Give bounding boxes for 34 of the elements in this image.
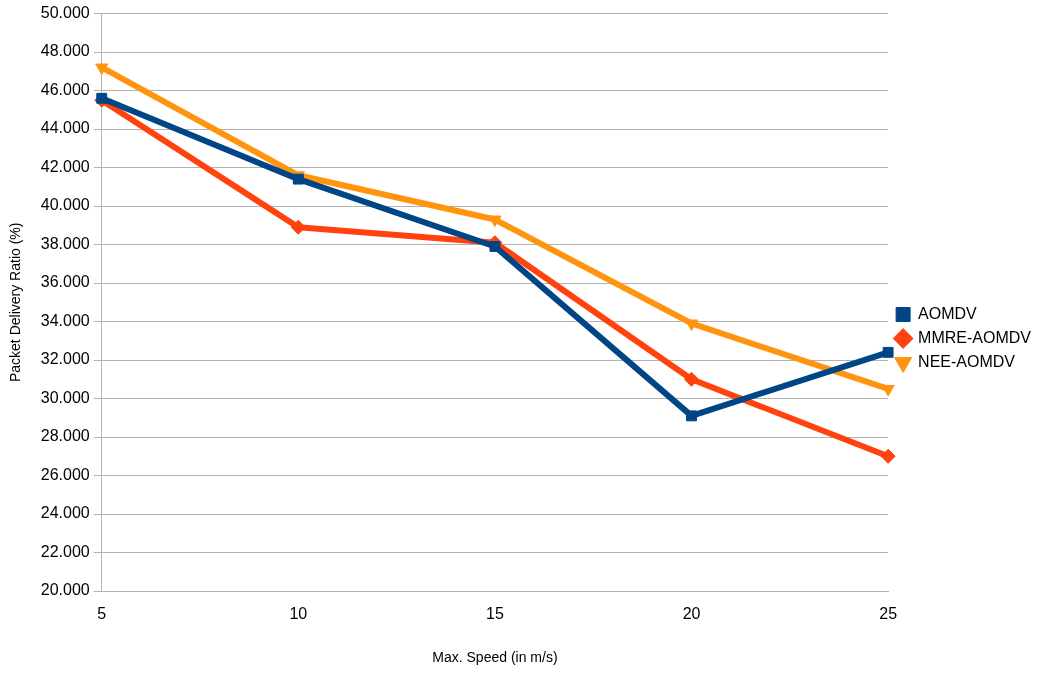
y-tick-label: 22.000 bbox=[40, 542, 90, 560]
y-tick-label: 42.000 bbox=[40, 157, 90, 175]
point bbox=[489, 241, 501, 252]
legend-label: AOMDV bbox=[918, 304, 978, 322]
legend-label: MMRE-AOMDV bbox=[918, 328, 1032, 346]
point bbox=[488, 215, 502, 228]
x-tick-label: 15 bbox=[486, 605, 504, 623]
point bbox=[686, 410, 697, 422]
y-tick-label: 26.000 bbox=[40, 465, 90, 483]
y-tick-label: 44.000 bbox=[40, 119, 90, 137]
y-tick-label: 28.000 bbox=[40, 427, 90, 445]
x-tick-label: 20 bbox=[682, 605, 701, 623]
x-axis-title: Max. Speed (in m/s) bbox=[432, 649, 558, 666]
y-axis-title: Packet Delivery Ratio (%) bbox=[7, 222, 24, 383]
y-tick-label: 30.000 bbox=[40, 388, 90, 406]
y-tick-label: 36.000 bbox=[40, 273, 90, 291]
point bbox=[290, 219, 306, 235]
point bbox=[880, 448, 896, 464]
y-tick-label: 32.000 bbox=[40, 350, 90, 368]
legend-label: NEE-AOMDV bbox=[918, 352, 1016, 370]
x-tick-label: 25 bbox=[879, 605, 898, 623]
y-tick-label: 38.000 bbox=[40, 234, 90, 252]
y-tick-label: 50.000 bbox=[40, 4, 90, 22]
point bbox=[684, 371, 700, 387]
y-tick-label: 46.000 bbox=[40, 80, 90, 98]
y-tick-label: 40.000 bbox=[40, 196, 90, 214]
y-tick-label: 34.000 bbox=[40, 311, 90, 329]
y-tick-label: 48.000 bbox=[40, 42, 90, 60]
x-tick-label: 5 bbox=[97, 605, 107, 623]
point bbox=[882, 346, 894, 358]
y-tick-label: 20.000 bbox=[40, 581, 90, 599]
y-tick-label: 24.000 bbox=[40, 504, 90, 522]
point bbox=[95, 63, 109, 75]
x-tick-label: 10 bbox=[289, 605, 308, 623]
